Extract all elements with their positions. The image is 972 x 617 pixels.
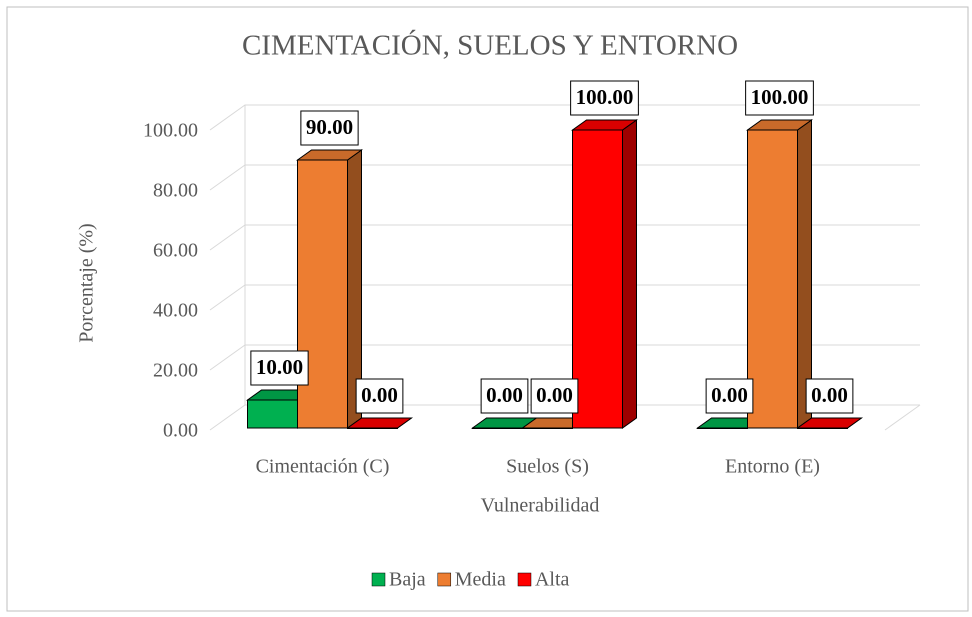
data-label: 100.00 xyxy=(745,80,814,116)
grid-line xyxy=(209,104,920,131)
grid-line xyxy=(209,284,920,311)
floor-edge xyxy=(884,404,921,431)
y-tick-label: 80.00 xyxy=(153,180,198,202)
data-label-text: 0.00 xyxy=(811,383,848,407)
data-label-box xyxy=(570,80,639,116)
y-axis-title: Porcentaje (%) xyxy=(76,223,98,342)
y-tick-label: 40.00 xyxy=(153,300,198,322)
data-label-box xyxy=(745,80,814,116)
bar-front xyxy=(347,427,398,429)
data-label-text: 10.00 xyxy=(256,355,303,379)
legend-swatch xyxy=(371,572,386,587)
bar xyxy=(520,417,589,429)
data-label-box xyxy=(705,378,754,414)
bar xyxy=(795,417,864,429)
data-label-box xyxy=(480,378,529,414)
chart-title: CIMENTACIÓN, SUELOS Y ENTORNO xyxy=(242,29,738,62)
grid-line xyxy=(209,224,920,251)
data-label-text: 0.00 xyxy=(536,383,573,407)
bar-front xyxy=(522,427,573,429)
legend-swatch xyxy=(437,572,452,587)
bar xyxy=(295,149,364,429)
bar xyxy=(345,417,414,429)
y-tick-label: 100.00 xyxy=(143,120,198,142)
data-label: 100.00 xyxy=(570,80,639,116)
bar-front xyxy=(472,427,523,429)
data-label: 10.00 xyxy=(250,350,309,386)
x-tick-label: Entorno (E) xyxy=(725,456,820,478)
x-tick-label: Suelos (S) xyxy=(506,456,589,478)
data-label-box xyxy=(250,350,309,386)
data-label: 0.00 xyxy=(355,378,404,414)
y-tick-label: 20.00 xyxy=(153,360,198,382)
bar xyxy=(570,119,639,429)
data-label-box xyxy=(805,378,854,414)
y-tick-label: 60.00 xyxy=(153,240,198,262)
legend-label: Media xyxy=(455,569,506,591)
data-label-box xyxy=(355,378,404,414)
data-label-text: 0.00 xyxy=(361,383,398,407)
bar-front xyxy=(797,427,848,429)
bar-side xyxy=(622,119,637,429)
bar-front xyxy=(247,399,298,429)
data-label-box xyxy=(530,378,579,414)
legend-swatch xyxy=(517,572,532,587)
x-axis-title: Vulnerabilidad xyxy=(481,495,600,517)
grid-line xyxy=(209,404,920,431)
bar-front xyxy=(747,129,798,429)
data-label-text: 100.00 xyxy=(576,85,634,109)
x-tick-label: Cimentación (C) xyxy=(256,456,390,478)
data-label-text: 0.00 xyxy=(486,383,523,407)
y-tick-label: 0.00 xyxy=(163,420,198,442)
legend-label: Baja xyxy=(389,569,426,591)
data-label: 0.00 xyxy=(805,378,854,414)
data-label: 0.00 xyxy=(480,378,529,414)
bar-front xyxy=(697,427,748,429)
data-label-text: 90.00 xyxy=(306,115,353,139)
data-label-text: 0.00 xyxy=(711,383,748,407)
data-label-box xyxy=(300,110,359,146)
data-label: 0.00 xyxy=(530,378,579,414)
bar xyxy=(745,119,814,429)
grid-line xyxy=(209,344,920,371)
data-label: 0.00 xyxy=(705,378,754,414)
data-label-text: 100.00 xyxy=(751,85,809,109)
chart-frame xyxy=(6,6,969,612)
bar-front xyxy=(297,159,348,429)
data-label: 90.00 xyxy=(300,110,359,146)
grid-line xyxy=(209,164,920,191)
bar-front xyxy=(572,129,623,429)
legend-label: Alta xyxy=(535,569,570,591)
